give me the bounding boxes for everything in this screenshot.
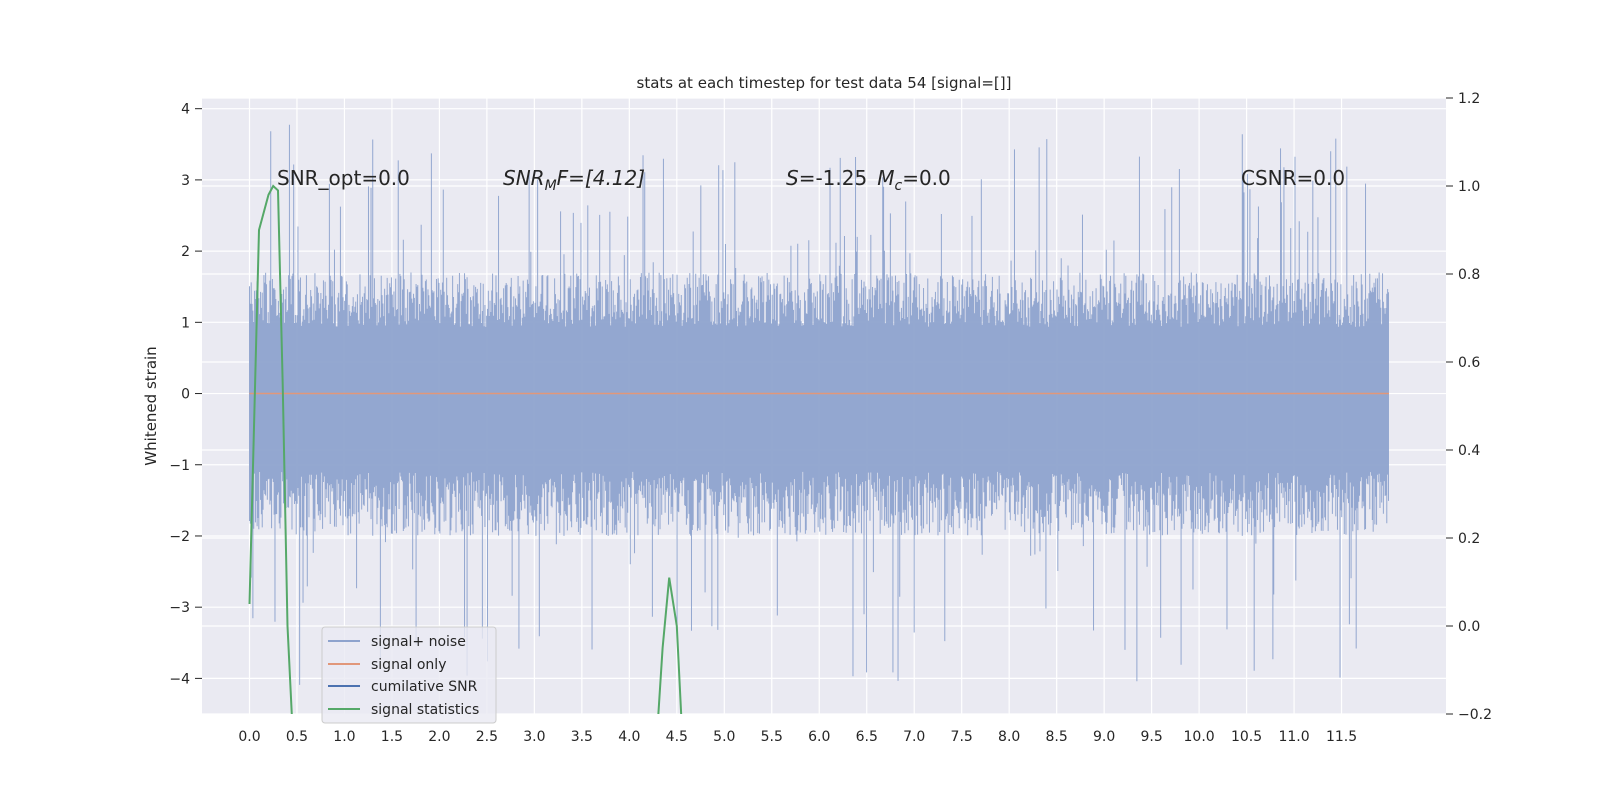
annotation-s-rest: =-1.25	[799, 166, 868, 190]
x-tick-label: 9.5	[1140, 729, 1162, 745]
x-tick-label: 10.5	[1231, 729, 1262, 745]
y-tick-label: −4	[169, 671, 190, 687]
x-tick-label: 0.0	[238, 729, 260, 745]
signal-statistics-line	[248, 184, 683, 714]
x-tick-label: 5.0	[713, 729, 735, 745]
x-tick-label: 1.5	[381, 729, 403, 745]
annotation-snr-mf-base: SNR	[503, 166, 545, 190]
annotation-snr-mf-sub: M	[545, 178, 557, 194]
x-tick-label: 3.0	[523, 729, 545, 745]
x-tick-label: 9.0	[1093, 729, 1115, 745]
x-tick-label: 6.0	[808, 729, 830, 745]
y2-tick-label: 0.8	[1458, 267, 1480, 283]
x-tick-label: 7.5	[951, 729, 973, 745]
legend-label-signal-plus-noise: signal+ noise	[371, 634, 466, 650]
legend-label-signal-statistics: signal statistics	[371, 702, 479, 718]
x-tick-label: 3.5	[571, 729, 593, 745]
annotation-mc-sub: c	[894, 178, 902, 194]
x-tick-label: 2.0	[428, 729, 450, 745]
x-tick-label: 4.5	[666, 729, 688, 745]
y-tick-label: −1	[169, 458, 190, 474]
chart-title: stats at each timestep for test data 54 …	[637, 74, 1012, 92]
x-axis-ticks: 0.0 0.5 1.0 1.5 2.0 2.5 3.0 3.5 4.0 4.5 5.0 5.5 6.0 6…	[238, 729, 1357, 745]
y2-axis-ticks: 1.2 1.0 0.8 0.6 0.4 0.2 0.0 −0.2	[1446, 91, 1492, 723]
series-signal-plus-noise	[248, 124, 1389, 685]
y-tick-label: 1	[181, 315, 190, 331]
x-tick-label: 10.0	[1184, 729, 1215, 745]
x-tick-label: 4.0	[618, 729, 640, 745]
y2-tick-label: −0.2	[1458, 707, 1492, 723]
x-tick-label: 6.5	[856, 729, 878, 745]
annotation-snr-opt: SNR_opt=0.0	[277, 166, 410, 190]
y-axis-label: Whitened strain	[142, 346, 160, 465]
y-tick-label: 3	[181, 173, 190, 189]
y2-tick-label: 0.6	[1458, 355, 1480, 371]
x-tick-label: 0.5	[286, 729, 308, 745]
annotation-s-main: S	[786, 166, 799, 190]
legend: signal+ noise signal only cumilative SNR…	[321, 626, 497, 724]
y-tick-label: −3	[169, 600, 190, 616]
y2-tick-label: 1.0	[1458, 179, 1480, 195]
x-tick-label: 1.0	[333, 729, 355, 745]
y-tick-label: −2	[169, 529, 190, 545]
annotation-snr-mf-rest: F=[4.12]	[557, 166, 645, 190]
y2-tick-label: 0.2	[1458, 531, 1480, 547]
y2-tick-label: 0.4	[1458, 443, 1480, 459]
legend-label-signal-only: signal only	[371, 657, 446, 673]
x-tick-label: 5.5	[761, 729, 783, 745]
signal-plus-noise-trace	[248, 124, 1389, 685]
annotation-snr-mf: SNRMF=[4.12]	[503, 166, 645, 194]
x-tick-label: 8.5	[1046, 729, 1068, 745]
x-tick-label: 2.5	[476, 729, 498, 745]
x-tick-label: 11.5	[1326, 729, 1357, 745]
annotation-s-mc: S=-1.25 Mc=0.0	[786, 166, 951, 194]
y2-tick-label: 1.2	[1458, 91, 1480, 107]
y-tick-label: 4	[181, 102, 190, 118]
annotation-mc-main: M	[877, 166, 894, 190]
legend-label-cumilative-snr: cumilative SNR	[371, 679, 478, 695]
y2-tick-label: 0.0	[1458, 619, 1480, 635]
annotation-csnr: CSNR=0.0	[1241, 166, 1345, 190]
series-signal-statistics	[248, 184, 683, 714]
x-tick-label: 8.0	[998, 729, 1020, 745]
y-axis-ticks: 4 3 2 1 0 −1 −2 −3 −4	[169, 102, 202, 687]
annotation-mc-rest: =0.0	[902, 166, 951, 190]
x-tick-label: 7.0	[903, 729, 925, 745]
legend-box	[321, 626, 497, 724]
y-tick-label: 2	[181, 244, 190, 260]
y-tick-label: 0	[181, 387, 190, 403]
x-tick-label: 11.0	[1278, 729, 1309, 745]
